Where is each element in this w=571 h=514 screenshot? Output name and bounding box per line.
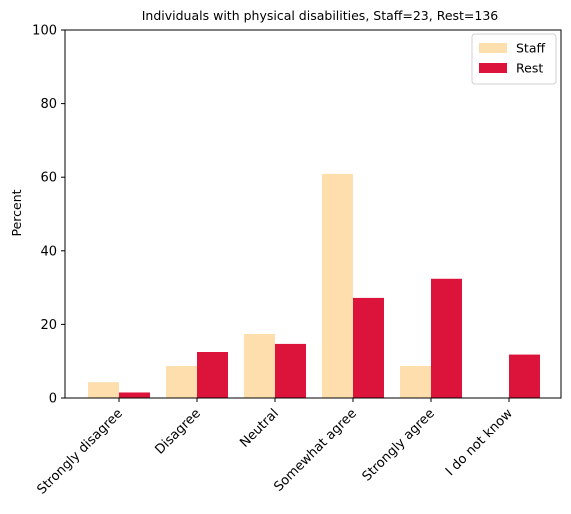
- bar-rest-4: [431, 278, 462, 398]
- y-tick-label: 60: [40, 171, 57, 186]
- bar-staff-0: [88, 382, 119, 398]
- chart-title: Individuals with physical disabilities, …: [142, 8, 499, 23]
- bar-rest-5: [509, 354, 540, 398]
- x-tick-label: I do not know: [443, 406, 516, 479]
- legend-label-staff: Staff: [516, 41, 545, 56]
- x-ticks-group: Strongly disagree Disagree NeutralSomewhat…: [34, 398, 516, 498]
- legend: Staff Rest: [471, 33, 557, 85]
- y-ticks-group: 0 20 40 60 80 100: [32, 24, 65, 407]
- legend-label-rest: Rest: [516, 61, 543, 76]
- bar-staff-4: [400, 365, 431, 398]
- y-tick-label: 20: [40, 318, 57, 333]
- x-tick-label: Somewhat agree: [271, 406, 360, 495]
- bar-rest-0: [119, 392, 150, 398]
- y-axis-label: Percent: [9, 189, 24, 236]
- bar-rest-1: [197, 352, 228, 398]
- bar-staff-2: [244, 333, 275, 398]
- x-tick-label: Strongly agree: [360, 406, 438, 484]
- y-tick-label: 100: [32, 24, 57, 39]
- legend-swatch-staff: [479, 43, 507, 53]
- y-tick-label: 40: [40, 244, 57, 259]
- x-tick-label: Strongly disagree: [34, 406, 125, 497]
- bars-group: [88, 173, 540, 398]
- bar-rest-3: [353, 297, 384, 398]
- axes-group: [64, 29, 562, 399]
- x-tick-label: Neutral: [237, 406, 282, 451]
- x-tick-label: Disagree: [152, 406, 203, 457]
- bar-rest-2: [275, 343, 306, 398]
- y-tick-label: 0: [49, 392, 57, 407]
- plot-frame: [64, 29, 562, 399]
- bar-staff-3: [322, 173, 353, 398]
- legend-swatch-rest: [479, 63, 507, 73]
- bar-staff-1: [166, 365, 197, 398]
- y-tick-label: 80: [40, 97, 57, 112]
